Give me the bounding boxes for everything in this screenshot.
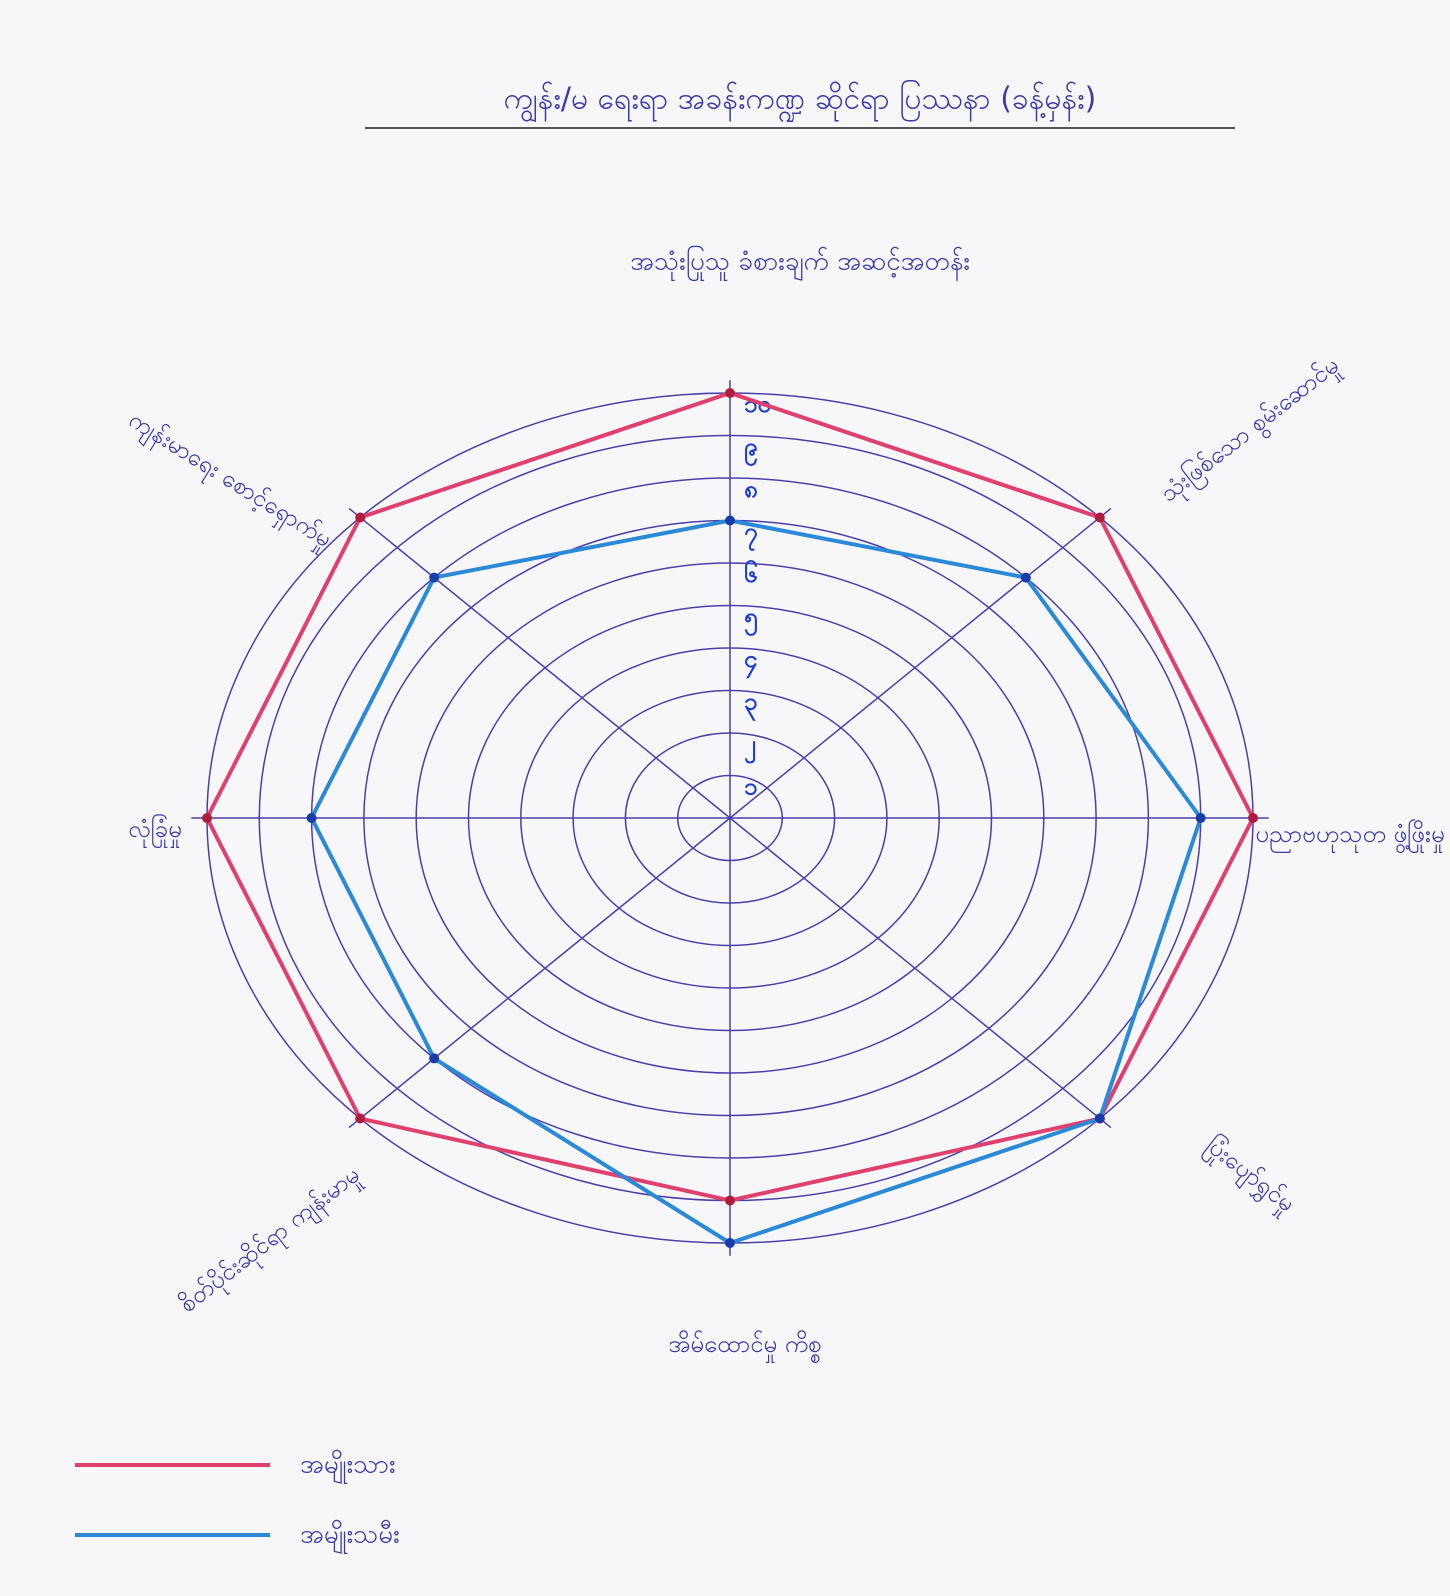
point (306, 813, 317, 823)
legend-label: အမျိုးသား (300, 1449, 396, 1485)
point (355, 1113, 366, 1124)
axis-label: စိတ်ပိုင်းဆိုင်ရာ ကျန်းမာမှု (173, 1159, 368, 1322)
point (1094, 1113, 1105, 1124)
point (1248, 813, 1258, 823)
r-tick-label: ၈ (744, 475, 758, 503)
legend-label: အမျိုးသမီး (300, 1519, 400, 1555)
point (725, 515, 735, 526)
point (429, 572, 440, 583)
point (1020, 572, 1031, 583)
point (725, 388, 735, 398)
spoke (729, 817, 1112, 1129)
point (725, 1238, 735, 1248)
r-tick-label: ၁ (744, 773, 758, 801)
r-tick-label: ၆ (744, 559, 758, 588)
r-tick-label: ၃ (744, 688, 758, 722)
spoke (348, 507, 731, 819)
r-tick-label: ၂ (744, 730, 756, 764)
point (355, 512, 366, 523)
spoke (348, 817, 731, 1129)
chart-title: ကျွန်း/မ ရေးရာ အခန်းကဏ္ဍ ဆိုင်ရာ ပြဿနာ (… (504, 80, 1097, 124)
axis-label: ပညာဗဟုသုတ ဖွံ့ဖြိုးမှု (1255, 818, 1444, 854)
axis-label: ကျန်းမာရေး စောင့်ရှောက်မှု (121, 404, 338, 558)
point (429, 1053, 440, 1064)
chart-subtitle: အသုံးပြုသူ ခံစားချက် အဆင့်အတန်း (630, 244, 970, 282)
point (725, 1195, 735, 1206)
r-tick-label: ၅ (744, 603, 758, 637)
point (1094, 512, 1105, 523)
spoke (729, 507, 1112, 819)
r-tick-label: ၄ (744, 645, 758, 679)
axis-label: အိမ်ထောင်မှု ကိစ္စ (668, 1329, 821, 1363)
r-tick-label: ၉ (744, 433, 758, 467)
point (202, 813, 212, 823)
axis-label: သုံးဖြစ်သော စွမ်းဆောင်မှု (1153, 349, 1348, 512)
axis-label: လုံခြုံမှု (128, 813, 182, 848)
point (1195, 813, 1206, 823)
axis-label: ပြုံးပျော်ရွှင်မှု (1198, 1129, 1302, 1221)
